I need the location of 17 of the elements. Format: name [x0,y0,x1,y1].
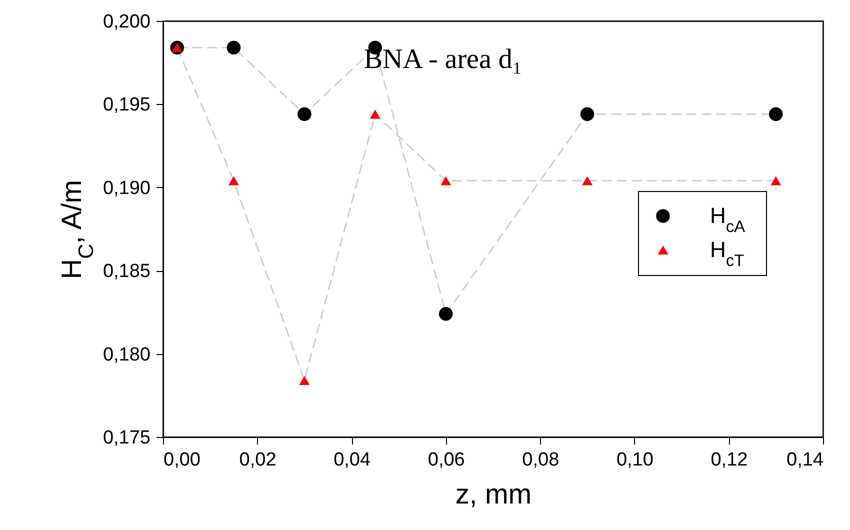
x-tick-label: 0,08 [522,450,560,470]
y-tick-label: 0,190 [102,178,150,199]
x-tick-label: 0,02 [239,450,276,470]
y-tick-label: 0,200 [102,12,150,32]
x-tick-label: 0,06 [428,450,465,470]
x-tick-label: 0,10 [616,450,654,470]
x-tick-label: 0,14 [786,450,824,470]
y-tick-label: 0,195 [102,94,150,116]
x-tick-label: 0,00 [164,450,200,470]
y-tick-label: 0,180 [102,344,150,366]
y-tick-label: 0,175 [102,428,150,448]
legend-label: H$_{cA}$ [710,203,746,236]
y-tick-label: 0,185 [102,261,150,282]
x-tick-label: 0,04 [334,450,371,470]
legend-label: H$_{cT}$ [710,237,744,270]
x-tick-label: 0,12 [710,450,748,470]
x-axis-title: z, mm [455,478,532,510]
